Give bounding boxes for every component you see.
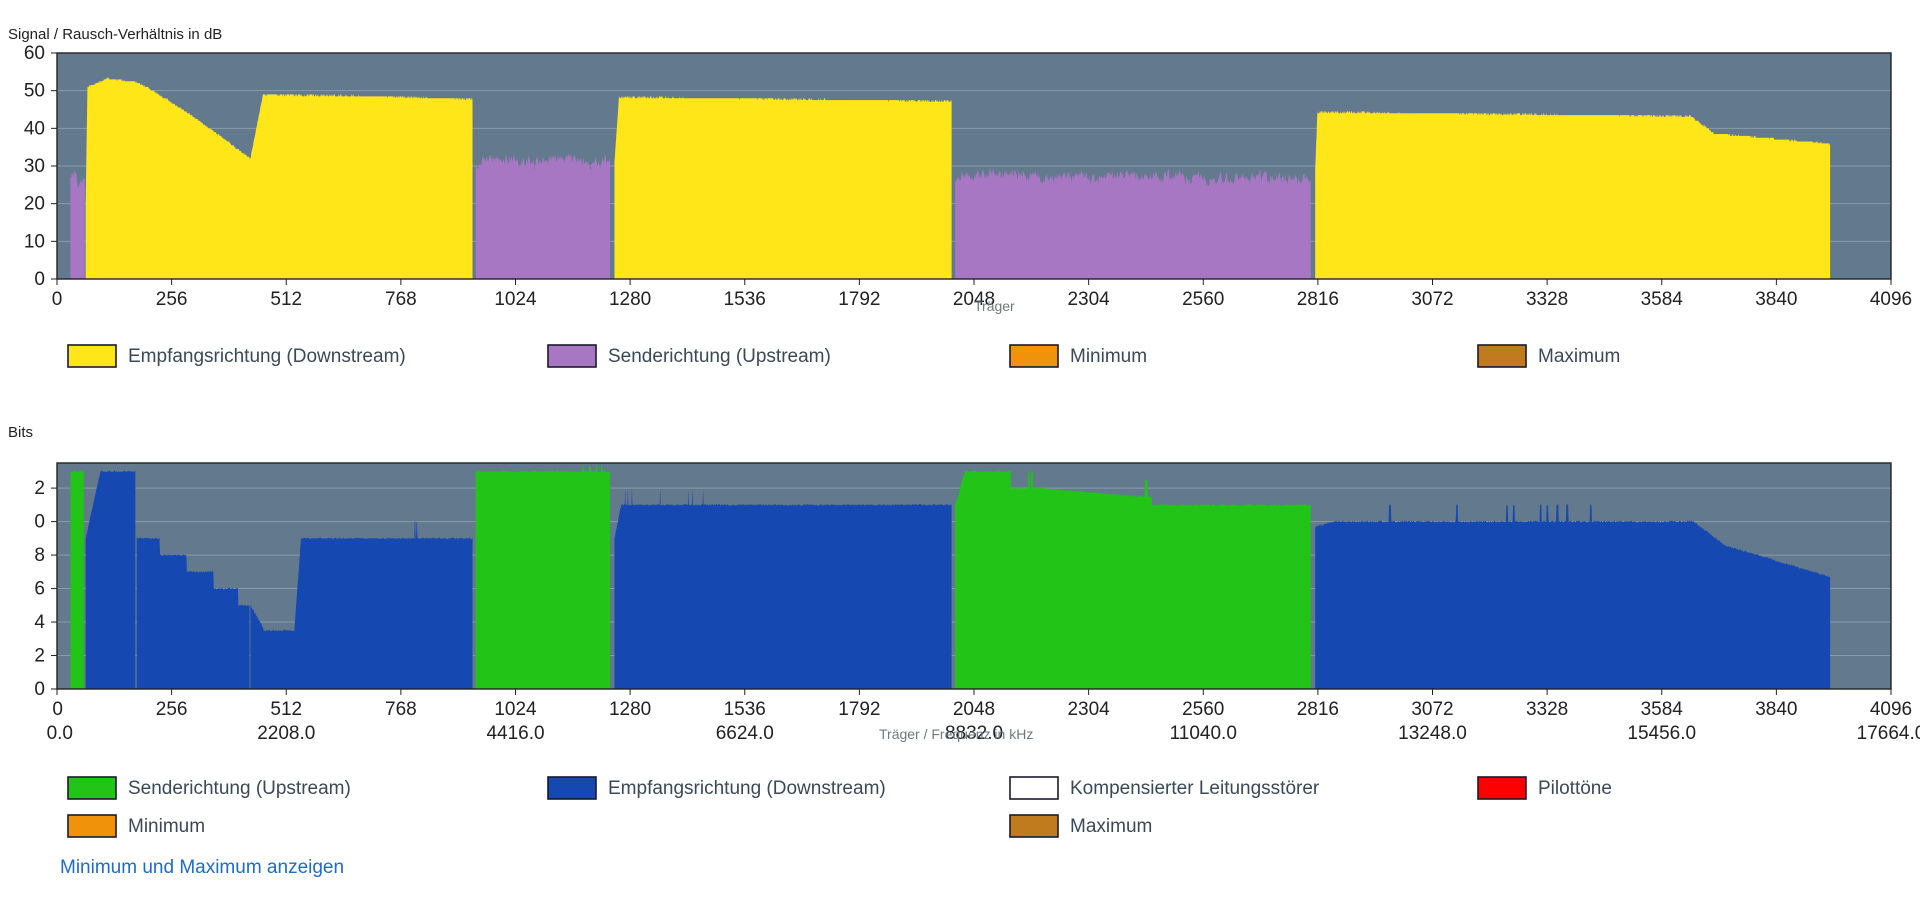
svg-text:1280: 1280 (609, 289, 651, 310)
svg-text:1536: 1536 (724, 699, 766, 720)
svg-text:50: 50 (24, 81, 45, 102)
svg-text:1024: 1024 (494, 289, 537, 310)
svg-text:Maximum: Maximum (1538, 346, 1620, 367)
svg-text:2816: 2816 (1297, 289, 1339, 310)
svg-text:0: 0 (52, 289, 63, 310)
svg-text:4096: 4096 (1870, 699, 1912, 720)
svg-text:6: 6 (34, 579, 45, 600)
svg-text:Empfangsrichtung (Downstream): Empfangsrichtung (Downstream) (128, 346, 406, 367)
svg-text:0: 0 (34, 512, 45, 533)
svg-text:Minimum: Minimum (128, 816, 205, 837)
svg-text:Pilottöne: Pilottöne (1538, 778, 1612, 799)
svg-text:3072: 3072 (1411, 289, 1453, 310)
svg-text:4096: 4096 (1870, 289, 1912, 310)
svg-text:Senderichtung (Upstream): Senderichtung (Upstream) (608, 346, 831, 367)
svg-text:40: 40 (24, 118, 45, 139)
svg-text:Maximum: Maximum (1070, 816, 1152, 837)
svg-text:512: 512 (270, 289, 302, 310)
svg-text:3840: 3840 (1755, 289, 1797, 310)
svg-text:60: 60 (24, 43, 45, 64)
svg-text:2304: 2304 (1067, 699, 1110, 720)
svg-text:256: 256 (156, 289, 188, 310)
svg-text:4: 4 (34, 612, 45, 633)
svg-text:3584: 3584 (1641, 699, 1684, 720)
svg-text:0: 0 (34, 679, 45, 700)
svg-text:768: 768 (385, 289, 417, 310)
svg-text:6624.0: 6624.0 (716, 723, 774, 744)
svg-text:2560: 2560 (1182, 289, 1224, 310)
svg-text:2: 2 (34, 478, 45, 499)
svg-text:0.0: 0.0 (47, 723, 73, 744)
svg-text:4416.0: 4416.0 (486, 723, 544, 744)
svg-text:2208.0: 2208.0 (257, 723, 315, 744)
svg-text:1536: 1536 (724, 289, 766, 310)
svg-text:512: 512 (270, 699, 302, 720)
svg-text:3840: 3840 (1755, 699, 1797, 720)
svg-text:0: 0 (52, 699, 63, 720)
svg-text:1792: 1792 (838, 699, 880, 720)
svg-text:3584: 3584 (1641, 289, 1684, 310)
svg-text:1024: 1024 (494, 699, 537, 720)
svg-text:3328: 3328 (1526, 699, 1568, 720)
svg-text:2816: 2816 (1297, 699, 1339, 720)
svg-text:2048: 2048 (953, 699, 995, 720)
svg-text:Minimum: Minimum (1070, 346, 1147, 367)
svg-text:1280: 1280 (609, 699, 651, 720)
svg-text:Träger / Frequenz in kHz: Träger / Frequenz in kHz (879, 726, 1033, 742)
svg-text:256: 256 (156, 699, 188, 720)
svg-text:2: 2 (34, 646, 45, 667)
svg-text:2304: 2304 (1067, 289, 1110, 310)
svg-text:8: 8 (34, 545, 45, 566)
svg-text:3072: 3072 (1411, 699, 1453, 720)
svg-text:15456.0: 15456.0 (1627, 723, 1696, 744)
svg-text:10: 10 (24, 231, 45, 252)
svg-text:0: 0 (34, 269, 45, 290)
svg-text:768: 768 (385, 699, 417, 720)
svg-text:11040.0: 11040.0 (1170, 723, 1237, 744)
svg-text:Senderichtung (Upstream): Senderichtung (Upstream) (128, 778, 351, 799)
svg-text:Empfangsrichtung (Downstream): Empfangsrichtung (Downstream) (608, 778, 886, 799)
svg-text:3328: 3328 (1526, 289, 1568, 310)
svg-text:2560: 2560 (1182, 699, 1224, 720)
svg-text:13248.0: 13248.0 (1398, 723, 1467, 744)
svg-text:Kompensierter Leitungsstörer: Kompensierter Leitungsstörer (1070, 778, 1320, 799)
svg-text:1792: 1792 (838, 289, 880, 310)
svg-text:Träger: Träger (974, 298, 1015, 314)
svg-text:30: 30 (24, 156, 45, 177)
svg-text:20: 20 (24, 194, 45, 215)
svg-text:17664.0: 17664.0 (1857, 723, 1920, 744)
